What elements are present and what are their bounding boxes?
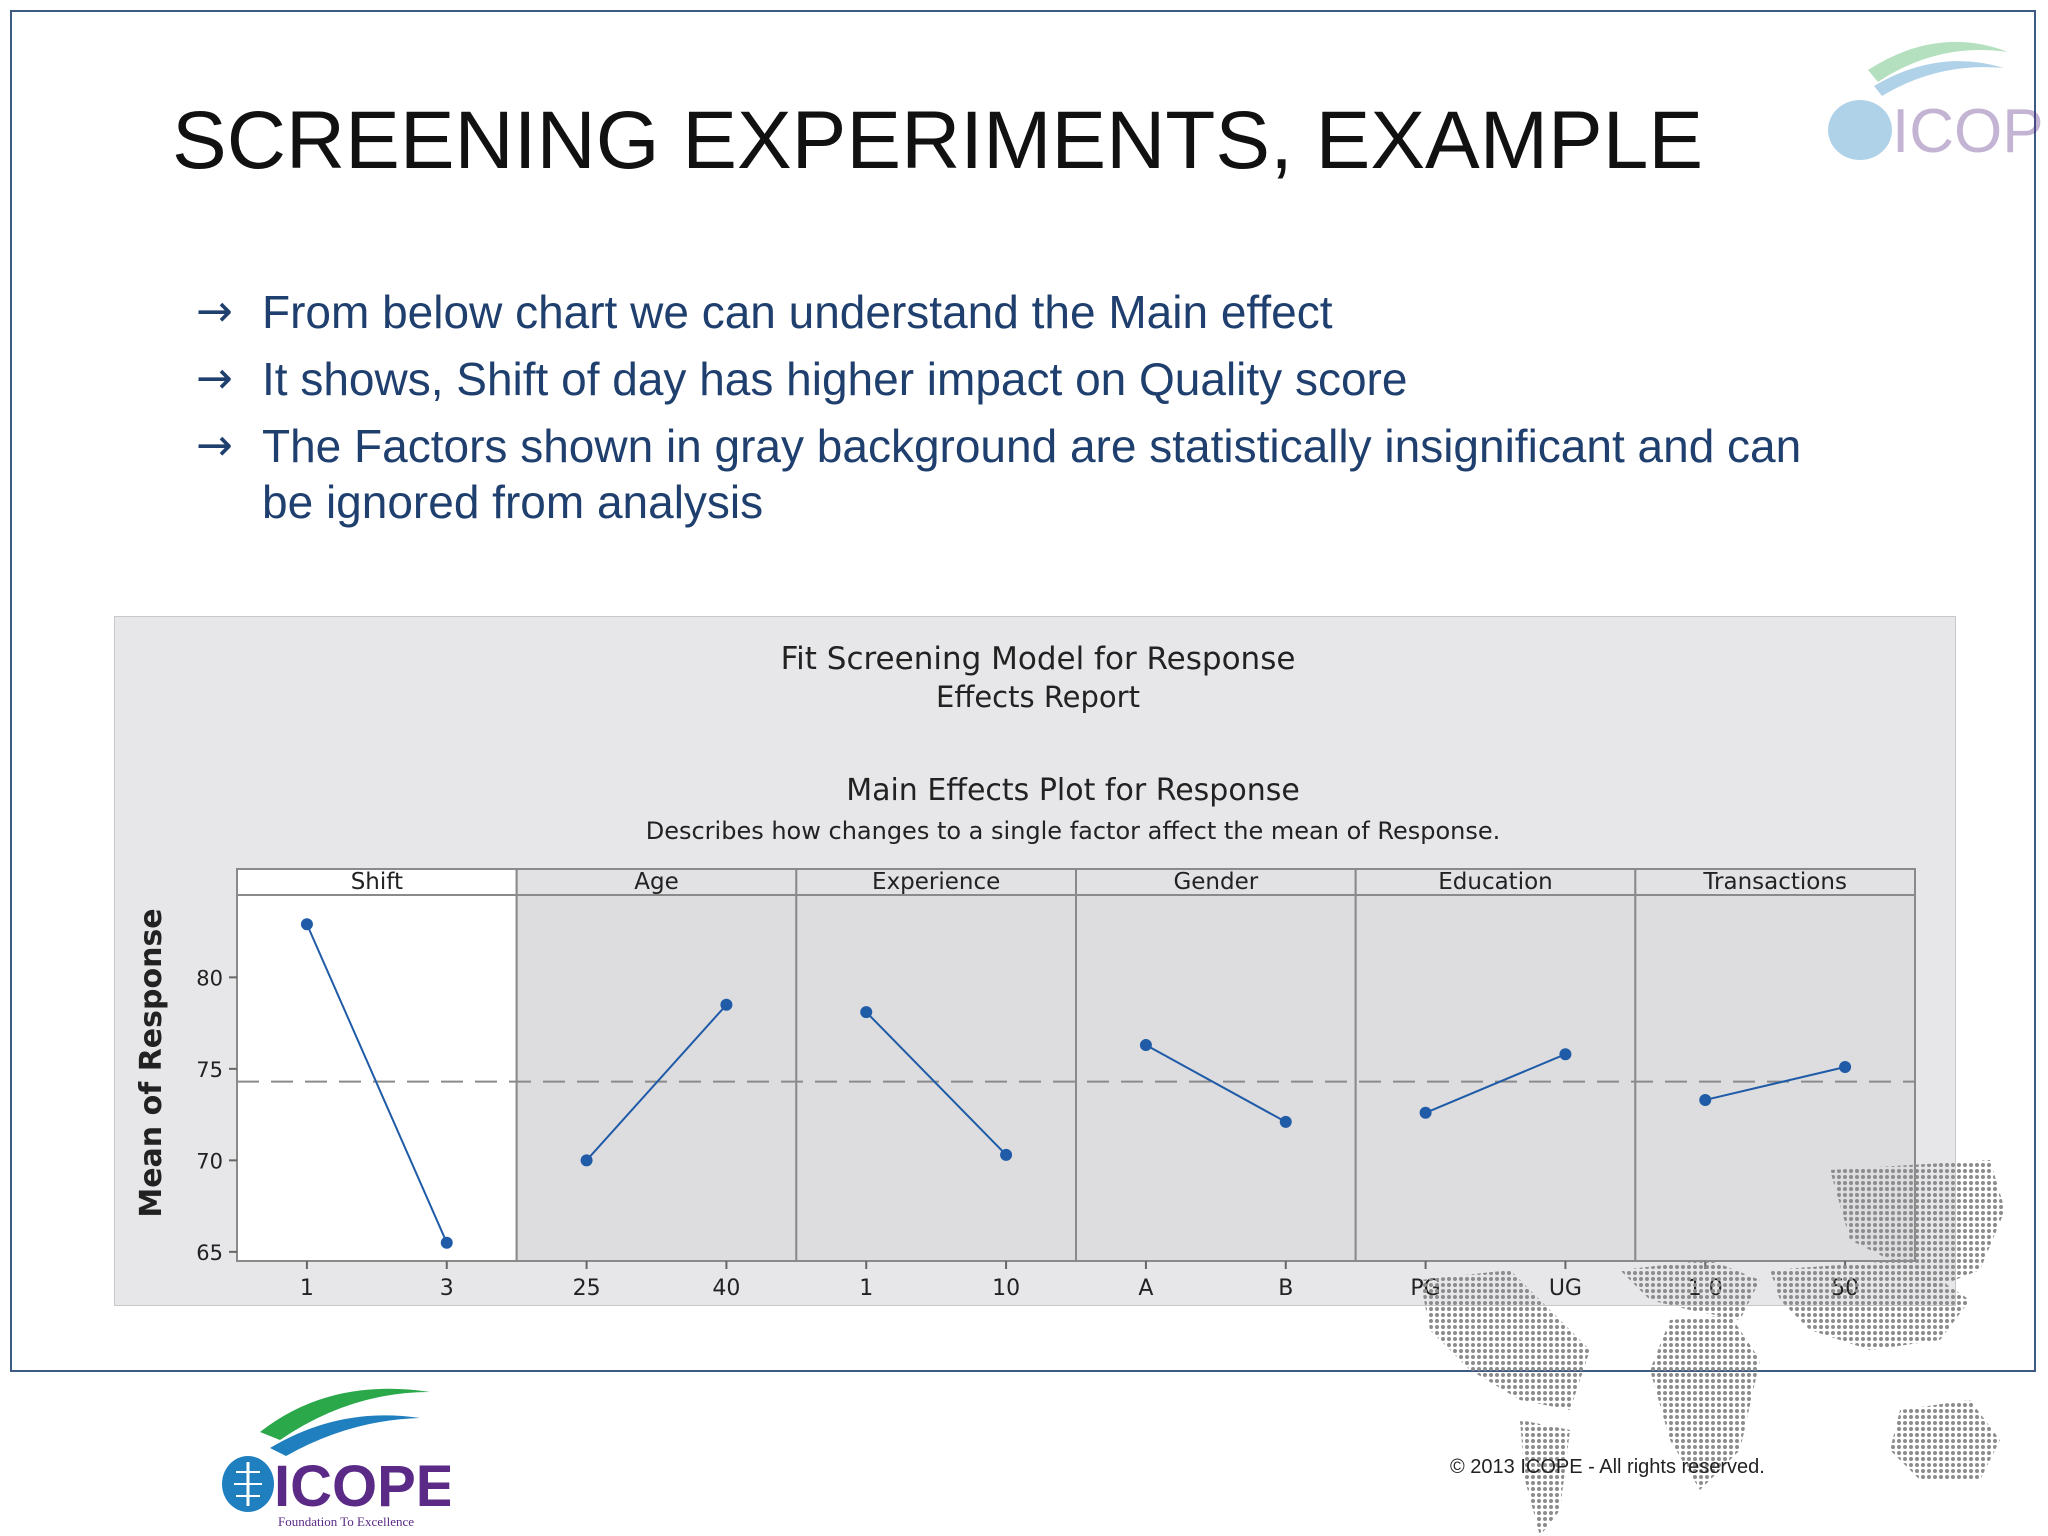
icope-logo-faded: ICOPE <box>1828 41 2048 166</box>
panel-factor-label: Gender <box>1173 869 1258 895</box>
y-axis-label: Mean of Response <box>134 908 169 1217</box>
data-point <box>300 918 313 931</box>
x-tick-label: A <box>1138 1276 1153 1301</box>
x-tick-label: 10 <box>992 1276 1020 1301</box>
series-line <box>865 1011 1007 1156</box>
logo-text: ICOPE <box>274 1454 450 1519</box>
y-tick-label: 70 <box>196 1149 223 1173</box>
y-tick-label: 80 <box>196 966 223 990</box>
series-line <box>585 1004 728 1162</box>
panel-factor-label: Experience <box>872 869 1000 895</box>
panel-background <box>1075 894 1357 1262</box>
data-point <box>1699 1093 1712 1106</box>
report-title: Fit Screening Model for Response <box>781 641 1296 677</box>
data-point <box>1559 1048 1572 1061</box>
y-tick-label: 75 <box>196 1058 223 1082</box>
data-point <box>1279 1115 1292 1128</box>
series-line <box>1145 1044 1287 1123</box>
arrow-right-icon: → <box>196 286 233 337</box>
panel-background <box>236 894 518 1262</box>
data-point <box>1839 1061 1852 1074</box>
panel-factor-label: Transactions <box>1702 869 1847 895</box>
data-point <box>1139 1039 1152 1052</box>
logo-text: ICOPE <box>1892 97 2048 166</box>
chart-subtitle: Describes how changes to a single factor… <box>646 817 1501 845</box>
panel-background <box>515 894 798 1262</box>
report-subtitle: Effects Report <box>936 680 1140 714</box>
bullet-item: → It shows, Shift of day has higher impa… <box>196 351 1836 407</box>
slide-title: SCREENING EXPERIMENTS, EXAMPLE <box>172 95 1704 186</box>
panel-header <box>795 868 1077 896</box>
bullet-text: The Factors shown in gray background are… <box>262 420 1802 528</box>
copyright-notice: © 2013 ICOPE - All rights reserved. <box>1450 1456 1765 1478</box>
logo-tagline: Foundation To Excellence <box>278 1514 414 1529</box>
panel-background <box>1354 894 1637 1262</box>
series-line <box>1425 1053 1566 1114</box>
data-point <box>1419 1106 1432 1119</box>
world-map-graphic <box>1420 1160 2005 1536</box>
x-tick-label: 40 <box>712 1276 740 1301</box>
panel-header <box>1634 868 1917 896</box>
arrow-right-icon: → <box>196 420 233 471</box>
x-tick-label: 3 <box>440 1276 454 1301</box>
panel-factor-label: Shift <box>351 869 403 895</box>
icope-logo: ICOPE Foundation To Excellence <box>222 1388 450 1529</box>
data-point <box>440 1236 453 1249</box>
series-line <box>1705 1066 1846 1101</box>
panel-factor-label: Age <box>634 869 678 895</box>
panel-factor-label: Education <box>1438 869 1553 895</box>
bullet-item: → From below chart we can understand the… <box>196 284 1836 340</box>
bullet-item: → The Factors shown in gray background a… <box>196 418 1836 530</box>
x-tick-label: 1 <box>300 1276 314 1301</box>
data-point <box>860 1006 873 1019</box>
main-effects-chart: Fit Screening Model for Response Effects… <box>134 641 1917 1301</box>
x-tick-label: UG <box>1549 1276 1582 1301</box>
bullet-text: It shows, Shift of day has higher impact… <box>262 353 1408 405</box>
panel-background <box>795 894 1077 1262</box>
chart-title: Main Effects Plot for Response <box>846 773 1300 808</box>
x-tick-label: 1 <box>859 1276 873 1301</box>
series-line <box>306 923 448 1244</box>
x-tick-label: 25 <box>573 1276 601 1301</box>
bullet-text: From below chart we can understand the M… <box>262 286 1333 338</box>
bullet-list: → From below chart we can understand the… <box>196 284 1836 541</box>
x-tick-label: B <box>1278 1276 1293 1301</box>
arrow-right-icon: → <box>196 353 233 404</box>
data-point <box>580 1154 593 1167</box>
panel-header <box>236 868 518 896</box>
chart-panel: Fit Screening Model for Response Effects… <box>114 616 1956 1306</box>
slide-frame: SCREENING EXPERIMENTS, EXAMPLE → From be… <box>10 10 2048 1372</box>
data-point <box>1000 1148 1013 1161</box>
data-point <box>720 998 733 1011</box>
y-tick-label: 65 <box>196 1241 223 1265</box>
